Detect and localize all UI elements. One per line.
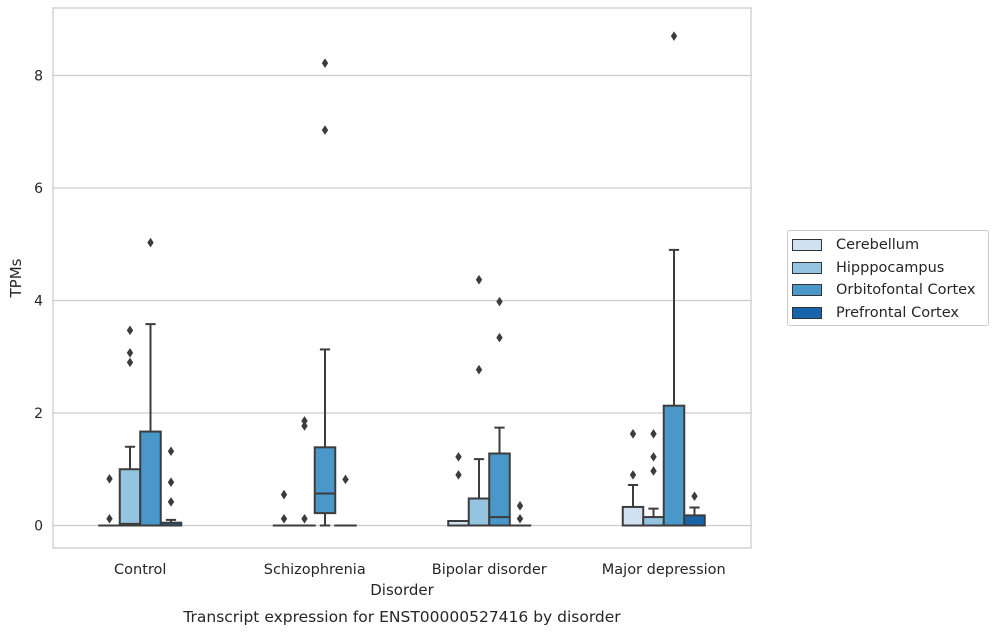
boxes	[98, 31, 706, 527]
chart-caption: Transcript expression for ENST0000052741…	[182, 608, 621, 626]
box-group	[447, 452, 470, 527]
outlier-point	[321, 125, 329, 135]
outlier-point	[455, 452, 462, 462]
legend-item: Hipppocampus	[792, 257, 988, 280]
box	[467, 497, 491, 527]
x-tick-label: Major depression	[602, 562, 726, 578]
y-tick-labels: 0 2 4 6 8	[34, 69, 43, 535]
outlier-point	[167, 477, 175, 487]
legend-label: Prefrontal Cortex	[836, 304, 959, 321]
outlier-point	[650, 429, 657, 439]
outlier-point	[126, 348, 134, 358]
box-group	[272, 489, 296, 527]
outlier-point	[167, 497, 175, 507]
outlier-point	[650, 466, 657, 476]
outlier-point	[301, 513, 308, 524]
outlier-point	[475, 364, 483, 375]
y-tick-label: 2	[34, 406, 43, 422]
box-group	[508, 501, 532, 527]
box-group	[313, 58, 337, 527]
outlier-point	[629, 429, 637, 439]
outlier-point	[280, 513, 288, 524]
box	[139, 430, 162, 527]
legend-label: Hipppocampus	[836, 259, 945, 276]
box-group	[488, 296, 511, 527]
outlier-point	[516, 513, 524, 524]
box-group	[293, 416, 316, 527]
outlier-point	[691, 491, 698, 502]
outlier-point	[629, 470, 637, 480]
outlier-point	[147, 237, 154, 248]
box	[621, 505, 645, 527]
outlier-point	[301, 421, 308, 431]
box	[683, 514, 706, 527]
outlier-point	[106, 474, 113, 484]
box-group	[642, 429, 665, 527]
box-group	[683, 491, 706, 527]
y-tick-label: 4	[34, 294, 43, 310]
box	[488, 452, 511, 527]
y-tick-label: 0	[34, 519, 43, 535]
outlier-point	[342, 474, 349, 485]
box-group	[334, 474, 357, 527]
outlier-point	[496, 332, 503, 343]
box	[313, 446, 337, 515]
outlier-point	[167, 446, 175, 457]
legend-label: Orbitofontal Cortex	[836, 282, 976, 299]
plot-frame	[52, 7, 752, 549]
legend-label: Cerebellum	[836, 237, 920, 254]
box-group	[621, 429, 645, 527]
box-group	[118, 325, 142, 527]
legend-item: Prefrontal Cortex	[792, 302, 988, 325]
x-tick-label: Control	[114, 562, 166, 578]
outlier-point	[650, 452, 657, 462]
outlier-point	[516, 501, 524, 511]
outlier-point	[280, 489, 288, 500]
box-group	[662, 31, 686, 527]
x-tick-label: Schizophrenia	[264, 562, 366, 578]
box	[642, 516, 665, 527]
box	[662, 404, 686, 527]
legend-swatch	[792, 306, 822, 319]
x-tick-label: Bipolar disorder	[432, 562, 547, 578]
outlier-point	[475, 274, 483, 285]
legend-item: Cerebellum	[792, 234, 988, 257]
legend-swatch	[792, 239, 822, 252]
box	[118, 468, 142, 527]
y-tick-label: 8	[34, 69, 43, 85]
outlier-point	[321, 58, 329, 68]
outlier-point	[496, 296, 503, 307]
outlier-point	[126, 357, 134, 368]
box-group	[159, 446, 183, 527]
box-group	[139, 237, 162, 527]
box-group	[98, 474, 121, 527]
y-tick-label: 6	[34, 181, 43, 197]
legend-item: Orbitofontal Cortex	[792, 279, 988, 302]
outlier-point	[670, 31, 678, 41]
outlier-point	[455, 470, 462, 480]
outlier-point	[106, 513, 113, 524]
legend-swatch	[792, 261, 822, 274]
box-group	[467, 274, 491, 527]
outlier-point	[301, 416, 308, 426]
legend-swatch	[792, 284, 822, 297]
x-tick-labels: Control Schizophrenia Bipolar disorder Majo…	[114, 562, 726, 578]
y-axis-label: TPMs	[7, 258, 25, 298]
outlier-point	[126, 325, 134, 336]
legend: Cerebellum Hipppocampus Orbitofontal Corte…	[787, 230, 989, 326]
x-axis-label: Disorder	[370, 581, 434, 599]
